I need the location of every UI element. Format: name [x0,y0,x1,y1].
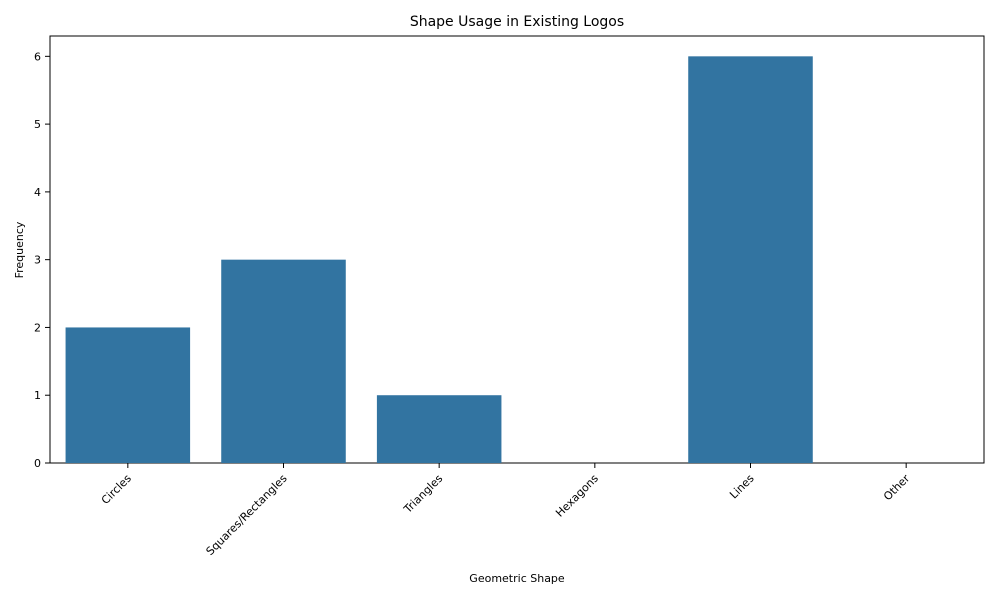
x-axis-label: Geometric Shape [469,572,565,585]
bar-circles [65,327,191,463]
bar-squares-rectangles [221,259,346,463]
y-tick-label: 2 [34,321,41,334]
plot-area-frame [49,35,985,464]
bar-lines [688,56,813,463]
x-tick-label: Circles [99,472,134,507]
x-tick-label: Lines [727,472,757,502]
bars-group [65,56,813,463]
x-axis: Circles Squares/Rectangles Triangles Hexago… [99,463,913,558]
y-tick-label: 3 [34,254,41,267]
y-tick-label: 6 [34,50,41,63]
y-tick-label: 4 [34,186,41,199]
y-tick-label: 5 [34,118,41,131]
x-tick-label: Triangles [401,472,446,517]
y-tick-label: 1 [34,389,41,402]
bar-triangles [376,395,502,463]
chart-title: Shape Usage in Existing Logos [410,14,624,30]
y-axis-label: Frequency [13,221,26,278]
x-tick-label: Other [881,472,913,504]
x-tick-label: Squares/Rectangles [204,472,290,558]
x-tick-label: Hexagons [553,472,601,520]
y-tick-label: 0 [34,457,41,470]
y-axis: 0 1 2 3 4 5 6 [34,50,50,470]
